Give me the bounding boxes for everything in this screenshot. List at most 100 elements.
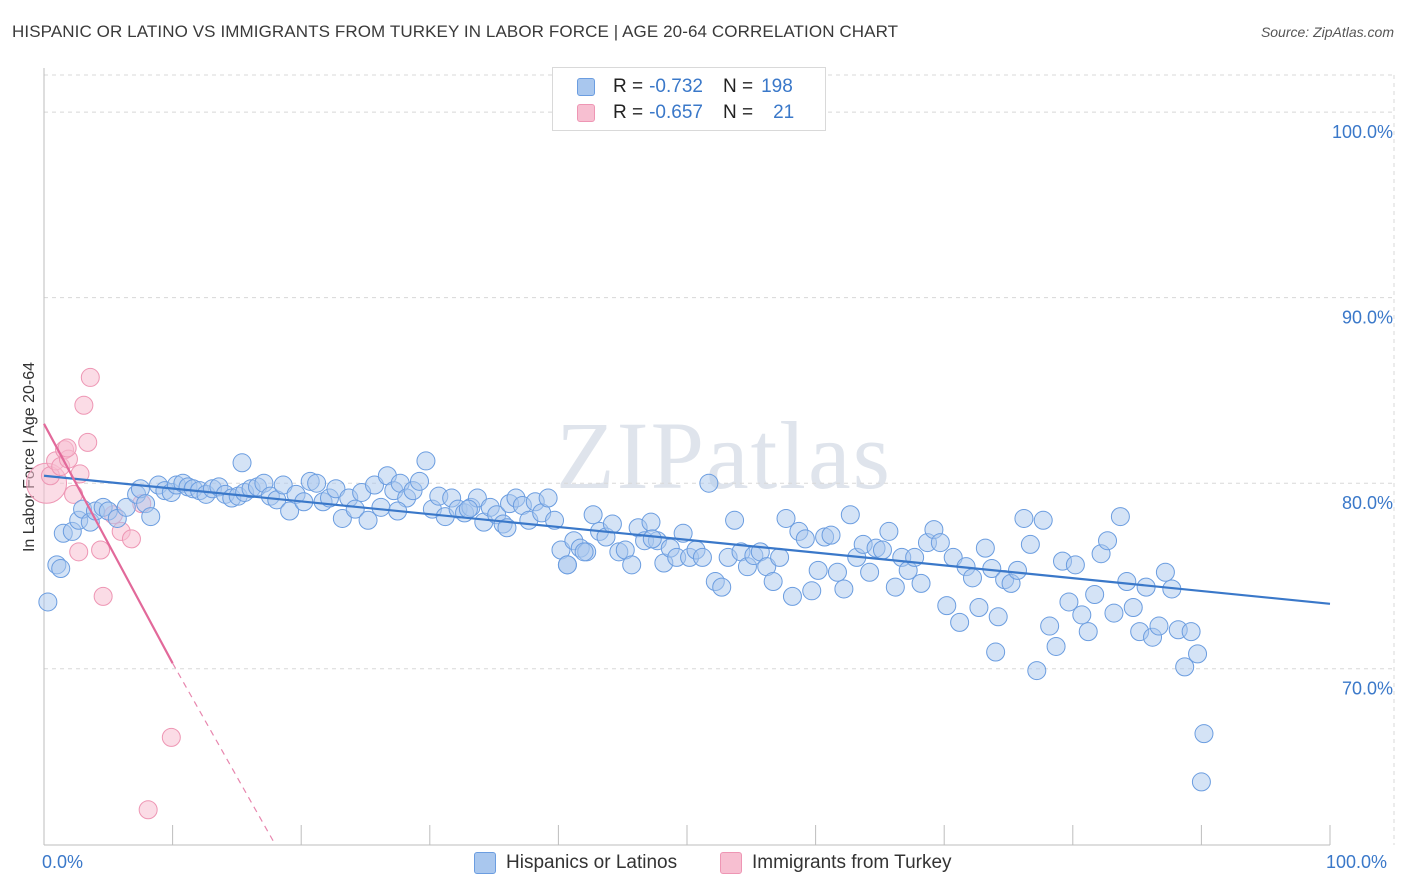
blue-point [326, 479, 346, 499]
blue-point [930, 533, 950, 553]
blue-point [1110, 507, 1130, 527]
trend-lines [43, 423, 1331, 846]
blue-point [802, 581, 822, 601]
blue-point [1104, 603, 1124, 623]
blue-point [692, 547, 712, 567]
blue-point [795, 529, 815, 549]
blue-point [1123, 598, 1143, 618]
legend-n-label: N = [722, 76, 754, 97]
blue-series-points [38, 451, 1214, 792]
bottom-legend-blue: Hispanics or Latinos [474, 852, 677, 874]
y-tick-labels: 70.0% 80.0% 90.0% 100.0% [1332, 122, 1393, 699]
blue-point [1188, 644, 1208, 664]
legend-row-blue: R = -0.732 N = 198 [577, 75, 793, 99]
blue-point [622, 555, 642, 575]
x-tick-label-min: 0.0% [42, 852, 84, 872]
blue-point [1175, 657, 1195, 677]
blue-point [879, 521, 899, 541]
blue-point [962, 568, 982, 588]
pink-point [121, 529, 141, 549]
source-credit: Source: ZipAtlas.com [1260, 24, 1394, 40]
blue-point [986, 642, 1006, 662]
blue-point [782, 586, 802, 606]
blue-point [988, 607, 1008, 627]
blue-point [410, 471, 430, 491]
blue-point [1033, 510, 1053, 530]
correlation-legend: R = -0.732 N = 198 R = -0.657 N = 21 [552, 67, 826, 131]
blue-point [725, 510, 745, 530]
y-tick-label: 100.0% [1332, 122, 1393, 142]
blue-point [574, 542, 594, 562]
legend-r-value: -0.657 [649, 102, 703, 123]
blue-point [1027, 661, 1047, 681]
blue-point [1020, 534, 1040, 554]
bottom-legend-pink: Immigrants from Turkey [720, 852, 952, 874]
y-tick-label: 90.0% [1342, 308, 1393, 328]
blue-point [1008, 560, 1028, 580]
blue-point [358, 510, 378, 530]
blue-point [141, 507, 161, 527]
blue-point [332, 508, 352, 528]
pink-point [93, 586, 113, 606]
blue-point [1155, 562, 1175, 582]
legend-label-hispanics: Hispanics or Latinos [506, 852, 678, 873]
blue-point [273, 475, 293, 495]
blue-point [1191, 772, 1211, 792]
blue-point [307, 473, 327, 493]
pink-trend-line [43, 423, 174, 664]
blue-point [1181, 622, 1201, 642]
y-tick-label: 70.0% [1342, 679, 1393, 699]
blue-point [1194, 724, 1214, 744]
blue-point [416, 451, 436, 471]
watermark: ZIPatlas [556, 402, 892, 509]
blue-point [641, 512, 661, 532]
blue-point [763, 572, 783, 592]
blue-point [840, 505, 860, 525]
blue-point [116, 497, 136, 517]
legend-r-value: -0.732 [649, 76, 703, 97]
axes [43, 68, 1331, 846]
blue-point [232, 453, 252, 473]
blue-point [545, 510, 565, 530]
blue-point [1098, 531, 1118, 551]
legend-r-label: R = [613, 76, 644, 97]
legend-label-turkey: Immigrants from Turkey [752, 852, 952, 873]
blue-point [280, 501, 300, 521]
blue-point [371, 497, 391, 517]
blue-point [1117, 572, 1137, 592]
blue-point [885, 577, 905, 597]
blue-point [834, 579, 854, 599]
pink-trend-extension [172, 662, 277, 846]
pink-point [69, 542, 89, 562]
blue-point [776, 508, 796, 528]
blue-point [827, 562, 847, 582]
pink-point [161, 727, 181, 747]
blue-point [538, 488, 558, 508]
blue-point [345, 499, 365, 519]
blue-point [1078, 622, 1098, 642]
blue-point [642, 529, 662, 549]
y-tick-label: 80.0% [1342, 493, 1393, 513]
blue-point [1085, 585, 1105, 605]
blue-point [872, 540, 892, 560]
blue-point [38, 592, 58, 612]
pink-point [78, 432, 98, 452]
blue-point [860, 562, 880, 582]
blue-point [975, 538, 995, 558]
legend-row-pink: R = -0.657 N = 21 [577, 101, 794, 125]
blue-point [1065, 555, 1085, 575]
pink-point [138, 800, 158, 820]
legend-swatch-pink [577, 104, 595, 122]
blue-point [1046, 636, 1066, 656]
blue-point [699, 473, 719, 493]
pink-point [80, 367, 100, 387]
chart-title: HISPANIC OR LATINO VS IMMIGRANTS FROM TU… [12, 22, 899, 41]
blue-point [821, 525, 841, 545]
blue-point [557, 555, 577, 575]
blue-point [51, 559, 71, 579]
legend-swatch-pink [720, 852, 742, 874]
blue-point [808, 560, 828, 580]
blue-point [937, 596, 957, 616]
blue-point [1040, 616, 1060, 636]
